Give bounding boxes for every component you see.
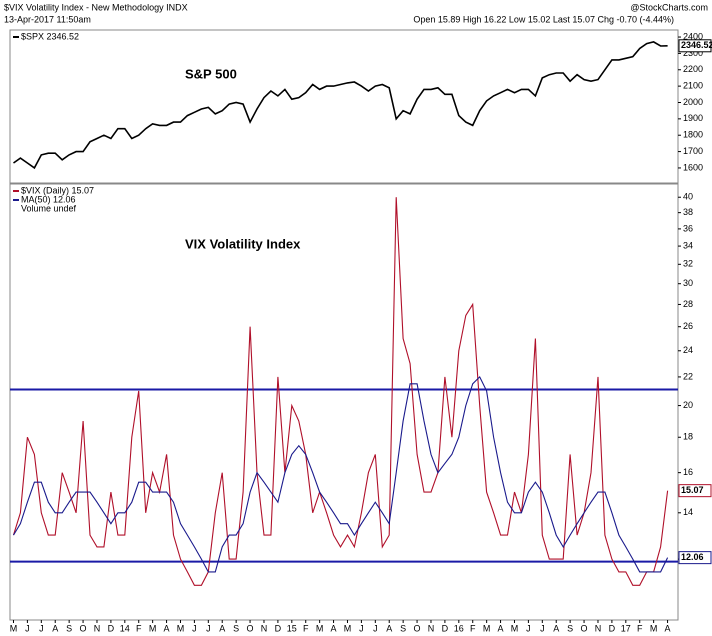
x-tick-label: S [233, 623, 239, 633]
last-value-label: 15.07 [681, 485, 704, 495]
panel-frame [9, 183, 679, 621]
last-value-tag [678, 39, 712, 53]
x-tick-label: J [540, 623, 545, 633]
y-tick-label: 2200 [683, 64, 703, 74]
y-tick-label: 24 [683, 345, 693, 355]
y-tick-label: 1800 [683, 130, 703, 140]
y-tick-label: 2100 [683, 81, 703, 91]
x-tick-label: A [665, 623, 671, 633]
y-tick-label: 22 [683, 371, 693, 381]
x-tick-label: J [39, 623, 44, 633]
series-line [13, 375, 669, 573]
y-tick-label: 2400 [683, 31, 703, 41]
y-tick-label: 1600 [683, 162, 703, 172]
x-tick-label: O [414, 623, 421, 633]
chart-title: $VIX Volatility Index - New Methodology … [4, 2, 188, 12]
x-tick-label: A [219, 623, 225, 633]
x-tick-label: J [526, 623, 531, 633]
y-tick-label: 32 [683, 259, 693, 269]
source: @StockCharts.com [630, 2, 708, 12]
legend-label: MA(50) 12.06 [21, 194, 76, 204]
y-tick-label: 28 [683, 299, 693, 309]
x-tick-label: O [247, 623, 254, 633]
x-tick-label: 17 [621, 623, 631, 633]
x-tick-label: N [428, 623, 435, 633]
x-tick-label: M [149, 623, 157, 633]
panel-frame [9, 29, 679, 184]
y-tick-label: 16 [683, 467, 693, 477]
last-value-label: 12.06 [681, 552, 704, 562]
x-tick-label: O [80, 623, 87, 633]
y-tick-label: 34 [683, 240, 693, 250]
x-tick-label: S [66, 623, 72, 633]
x-tick-label: J [206, 623, 211, 633]
x-tick-label: A [553, 623, 559, 633]
x-tick-label: O [581, 623, 588, 633]
annotation: S&P 500 [185, 66, 237, 81]
x-tick-label: J [373, 623, 378, 633]
x-tick-label: N [595, 623, 602, 633]
y-tick-label: 36 [683, 223, 693, 233]
y-tick-label: 18 [683, 432, 693, 442]
quote: Open 15.89 High 16.22 Low 15.02 Last 15.… [413, 14, 674, 24]
x-tick-label: A [331, 623, 337, 633]
y-tick-label: 14 [683, 507, 693, 517]
y-tick-label: 40 [683, 192, 693, 202]
y-tick-label: 30 [683, 278, 693, 288]
y-tick-label: 38 [683, 207, 693, 217]
timestamp: 13-Apr-2017 11:50am [4, 14, 91, 24]
x-tick-label: A [164, 623, 170, 633]
y-tick-label: 26 [683, 321, 693, 331]
x-tick-label: M [344, 623, 352, 633]
legend-label: $VIX (Daily) 15.07 [21, 185, 94, 195]
x-tick-label: M [316, 623, 324, 633]
x-tick-label: A [498, 623, 504, 633]
x-tick-label: N [94, 623, 101, 633]
x-tick-label: D [108, 623, 115, 633]
x-tick-label: 16 [454, 623, 464, 633]
x-tick-label: J [359, 623, 364, 633]
x-tick-label: S [400, 623, 406, 633]
annotation: VIX Volatility Index [185, 236, 301, 251]
last-value-tag [678, 484, 712, 498]
x-tick-label: F [303, 623, 309, 633]
x-tick-label: 15 [287, 623, 297, 633]
x-tick-label: A [386, 623, 392, 633]
x-tick-label: D [442, 623, 449, 633]
x-tick-label: D [609, 623, 616, 633]
y-tick-label: 2300 [683, 48, 703, 58]
x-tick-label: M [10, 623, 18, 633]
x-tick-label: 14 [120, 623, 130, 633]
x-tick-label: N [261, 623, 268, 633]
x-tick-label: S [567, 623, 573, 633]
x-tick-label: M [511, 623, 519, 633]
legend-label: Volume undef [21, 203, 77, 213]
series-line [13, 41, 668, 170]
y-tick-label: 1700 [683, 146, 703, 156]
x-tick-label: M [483, 623, 491, 633]
legend-label: $SPX 2346.52 [21, 31, 79, 41]
x-tick-label: A [52, 623, 58, 633]
y-tick-label: 20 [683, 400, 693, 410]
last-value-label: 2346.52 [681, 40, 712, 50]
y-tick-label: 2000 [683, 97, 703, 107]
x-tick-label: F [136, 623, 142, 633]
x-tick-label: D [275, 623, 282, 633]
x-tick-label: M [177, 623, 185, 633]
x-tick-label: F [470, 623, 476, 633]
series-line [12, 197, 669, 586]
x-tick-label: J [25, 623, 30, 633]
last-value-tag [678, 551, 712, 565]
x-tick-label: F [637, 623, 643, 633]
x-tick-label: J [192, 623, 197, 633]
x-tick-label: M [650, 623, 658, 633]
y-tick-label: 1900 [683, 113, 703, 123]
